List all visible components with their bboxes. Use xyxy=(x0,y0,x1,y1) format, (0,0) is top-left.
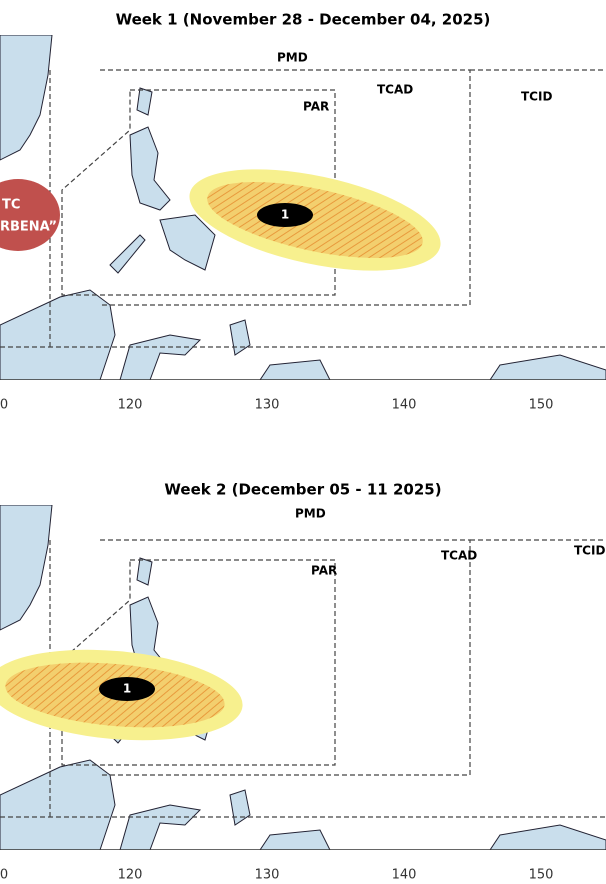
x-tick-label: 130 xyxy=(255,868,280,881)
region-label: PAR xyxy=(311,564,337,578)
outlook-marker xyxy=(99,677,155,701)
x-tick-label: 0 xyxy=(0,868,8,881)
region-label: TCAD xyxy=(441,549,477,563)
tc-blob xyxy=(0,179,60,251)
x-tick-label: 150 xyxy=(529,398,554,413)
map: 1 PMD PAR TCAD TCID xyxy=(0,505,606,850)
region-label: PMD xyxy=(277,51,308,65)
region-label: TCID xyxy=(521,90,552,104)
x-tick-label: 120 xyxy=(118,868,143,881)
region-label: PMD xyxy=(295,507,326,521)
panel-title: Week 1 (November 28 - December 04, 2025) xyxy=(116,11,491,29)
outlook-inner xyxy=(207,182,423,258)
outlook-label: 1 xyxy=(281,208,289,222)
panel-title: Week 2 (December 05 - 11 2025) xyxy=(164,481,441,499)
x-tick-label: 150 xyxy=(529,868,554,881)
outlook-area xyxy=(189,169,441,271)
region-label: TCAD xyxy=(377,83,413,97)
outlook-label: 1 xyxy=(123,682,131,696)
outlook-marker xyxy=(257,203,313,227)
map: TC RBENA” 1 PMD PAR TCAD TCID xyxy=(0,35,606,380)
region-label: PAR xyxy=(303,100,329,114)
x-tick-label: 140 xyxy=(392,868,417,881)
x-tick-label: 140 xyxy=(392,398,417,413)
x-tick-label: 120 xyxy=(118,398,143,413)
tc-label: RBENA” xyxy=(0,220,57,235)
tc-label: TC xyxy=(2,198,20,213)
region-label: TCID xyxy=(574,544,605,558)
x-tick-label: 0 xyxy=(0,398,8,413)
x-tick-label: 130 xyxy=(255,398,280,413)
